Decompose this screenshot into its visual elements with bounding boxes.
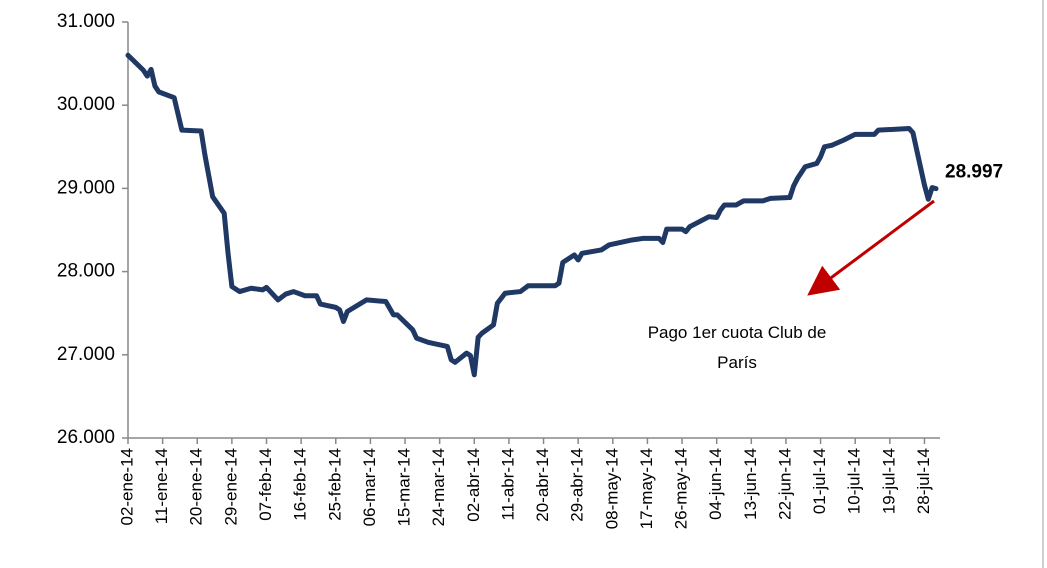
x-tick-label: 10-jul-14 [845, 448, 864, 514]
x-tick-label: 28-jul-14 [914, 448, 933, 514]
x-tick-label: 13-jun-14 [741, 448, 760, 520]
x-tick-label: 26-may-14 [672, 448, 691, 529]
x-tick-label: 15-mar-14 [395, 448, 414, 526]
x-tick-label: 08-may-14 [602, 448, 621, 529]
x-tick-label: 24-mar-14 [429, 448, 448, 526]
line [125, 52, 939, 378]
x-tick-label: 25-feb-14 [325, 448, 344, 521]
x-tick-label: 22-jun-14 [775, 448, 794, 520]
x-tick-label: 16-feb-14 [291, 448, 310, 521]
y-tick-label: 29.000 [57, 177, 115, 198]
x-tick-label: 02-abr-14 [464, 448, 483, 522]
x-tick-label: 07-feb-14 [256, 448, 275, 521]
y-tick-label: 27.000 [57, 344, 115, 365]
y-tick-label: 26.000 [57, 427, 115, 448]
x-tick-label: 19-jul-14 [879, 448, 898, 514]
x-tick-label: 20-ene-14 [187, 448, 206, 526]
y-tick-label: 28.000 [57, 261, 115, 282]
y-tick-label: 30.000 [57, 94, 115, 115]
x-tick-label: 11-ene-14 [152, 448, 171, 524]
x-tick-label: 20-abr-14 [533, 448, 552, 522]
x-tick-label: 11-abr-14 [498, 448, 517, 520]
x-tick-label: 06-mar-14 [360, 448, 379, 526]
x-tick-label: 17-may-14 [637, 448, 656, 529]
x-tick-label: 29-ene-14 [221, 448, 240, 526]
annotation: Pago 1er cuota Club de París [647, 323, 827, 372]
x-tick-label: 02-ene-14 [117, 448, 136, 526]
x-tick-label: 01-jul-14 [810, 448, 829, 514]
annotation-arrow [807, 199, 935, 296]
x-tick-label: 04-jun-14 [706, 448, 725, 520]
y-tick-label: 31.000 [57, 11, 115, 32]
x-tick-label: 29-abr-14 [568, 448, 587, 522]
data-label: 28.997 [945, 162, 1003, 183]
